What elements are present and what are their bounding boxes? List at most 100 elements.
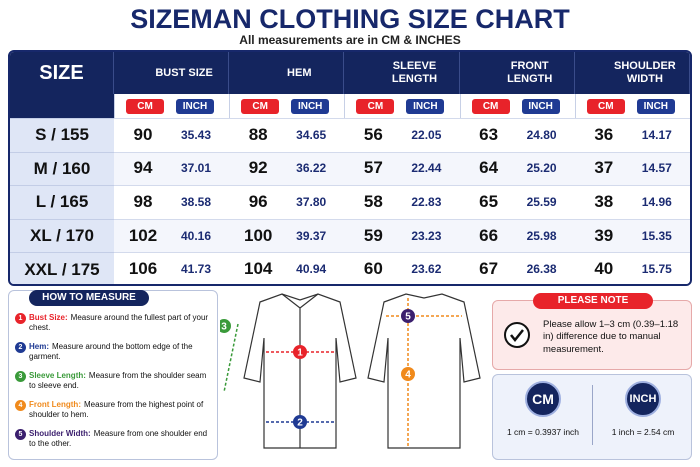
- unit-badge: INCH: [625, 381, 661, 417]
- item-number: 2: [15, 342, 26, 353]
- cm-value: 56: [363, 124, 383, 144]
- title: SIZEMAN CLOTHING SIZE CHART: [130, 4, 570, 34]
- inch-value: 37.80: [296, 194, 327, 209]
- cm-value: 106: [128, 259, 158, 279]
- diagram-markers: 1 2 3 4 5: [220, 309, 415, 429]
- cm-value: 88: [248, 124, 268, 144]
- measure-item: 3 Sleeve Length: Measure from the shoulder…: [15, 371, 215, 390]
- inch-value: 41.73: [180, 262, 212, 277]
- cm-value: 100: [244, 225, 273, 245]
- measure-item: 2 Hem: Measure around the bottom edge of t…: [15, 342, 215, 361]
- unit-label: CM: [471, 99, 510, 114]
- marker-circle: [293, 345, 307, 359]
- inch-value: 25.98: [526, 228, 557, 243]
- unit-label: CM: [126, 99, 164, 114]
- size-table: SIZE BUST SIZE CM INCH HEM CM INCH SLEEVE LENGT…: [8, 50, 692, 286]
- size-header: SIZE: [10, 52, 114, 94]
- measure-item: 5 Shoulder Width: Measure from one shoulde…: [15, 429, 215, 448]
- inch-value: 40.94: [296, 262, 327, 277]
- size-label: L / 165: [10, 185, 114, 219]
- inch-value: 14.17: [641, 127, 672, 142]
- unit-label: INCH: [406, 99, 445, 114]
- inch-value: 22.05: [411, 127, 442, 142]
- cm-value: 98: [133, 191, 153, 211]
- inch-value: 22.44: [411, 161, 442, 176]
- marker-circle: [220, 319, 231, 333]
- unit-label: CM: [586, 99, 625, 114]
- subtitle: All measurements are in CM & INCHES: [239, 33, 461, 47]
- cm-value: 66: [479, 225, 499, 245]
- size-label: M / 160: [10, 151, 114, 186]
- inch-value: 37.01: [180, 161, 212, 176]
- marker-circle: [401, 309, 415, 323]
- cm-value: 57: [363, 158, 383, 178]
- cm-value: 64: [479, 158, 499, 178]
- item-label: Sleeve Length:: [29, 371, 86, 380]
- inch-value: 23.23: [411, 228, 442, 243]
- item-number: 4: [15, 400, 26, 411]
- row-bg: [114, 185, 690, 219]
- item-text: Measure around the fullest part of your …: [29, 313, 209, 332]
- cm-value: 36: [594, 124, 614, 144]
- inch-value: 39.37: [296, 228, 327, 243]
- item-number: 5: [15, 429, 26, 440]
- inch-value: 34.65: [296, 127, 327, 142]
- inch-value: 38.58: [180, 194, 212, 209]
- conversion-text: 1 inch = 2.54 cm: [611, 427, 675, 437]
- conversion-text: 1 cm = 0.3937 inch: [506, 427, 580, 437]
- item-text: Measure around the bottom edge of the ga…: [29, 342, 193, 361]
- marker-number: 3: [221, 322, 227, 333]
- inch-value: 35.43: [180, 127, 212, 142]
- check-icon: [504, 322, 530, 348]
- item-label: Shoulder Width:: [29, 429, 91, 438]
- column-header: FRONT LENGTH: [459, 52, 575, 94]
- unit-label: INCH: [521, 99, 560, 114]
- cm-value: 59: [363, 225, 383, 245]
- inch-value: 40.16: [180, 228, 212, 243]
- item-label: Bust Size:: [29, 313, 68, 322]
- inch-value: 25.20: [526, 161, 557, 176]
- note-text: Please allow 1–3 cm (0.39–1.18 in) diffe…: [543, 319, 679, 355]
- marker-circle: [293, 415, 307, 429]
- unit-label: CM: [241, 99, 280, 114]
- size-label: S / 155: [10, 118, 114, 152]
- measure-item: 1 Bust Size: Measure around the fullest pa…: [15, 313, 215, 332]
- cm-value: 40: [594, 259, 614, 279]
- divider: [592, 385, 593, 445]
- how-to-title: HOW TO MEASURE: [29, 290, 149, 306]
- cm-value: 94: [133, 158, 153, 178]
- shirt-front: [243, 293, 357, 449]
- cm-value: 63: [479, 124, 499, 144]
- unit-label: INCH: [636, 99, 675, 114]
- marker-circle: [401, 367, 415, 381]
- cm-value: 67: [479, 259, 499, 279]
- inch-value: 15.75: [641, 262, 672, 277]
- cm-value: 38: [594, 191, 614, 211]
- cm-value: 90: [133, 124, 153, 144]
- cm-value: 37: [594, 158, 614, 178]
- marker-number: 2: [297, 418, 303, 429]
- cm-value: 39: [594, 225, 614, 245]
- inch-value: 36.22: [296, 161, 327, 176]
- row-bg: [114, 118, 690, 152]
- inch-value: 23.62: [411, 262, 442, 277]
- inch-value: 14.96: [641, 194, 672, 209]
- item-text: Measure from the highest point of should…: [29, 400, 204, 419]
- column-header: SLEEVE LENGTH: [344, 52, 460, 94]
- item-label: Hem:: [29, 342, 50, 351]
- size-unit-cell: [10, 94, 114, 118]
- column-header: SHOULDER WIDTH: [574, 52, 690, 94]
- column-header: BUST SIZE: [114, 52, 230, 94]
- note-title: PLEASE NOTE: [533, 293, 653, 309]
- inch-value: 14.57: [641, 161, 672, 176]
- row-bg: [114, 252, 690, 284]
- inch-value: 15.35: [641, 228, 672, 243]
- item-label: Front Length:: [29, 400, 81, 409]
- note-panel: PLEASE NOTE Please allow 1–3 cm (0.39–1.…: [492, 293, 692, 370]
- cm-value: 102: [128, 225, 158, 245]
- conversion-panel: CM 1 cm = 0.3937 inch INCH 1 inch = 2.54 cm: [492, 374, 692, 460]
- unit-label: INCH: [176, 99, 214, 114]
- cm-value: 65: [479, 191, 499, 211]
- cm-value: 96: [248, 191, 268, 211]
